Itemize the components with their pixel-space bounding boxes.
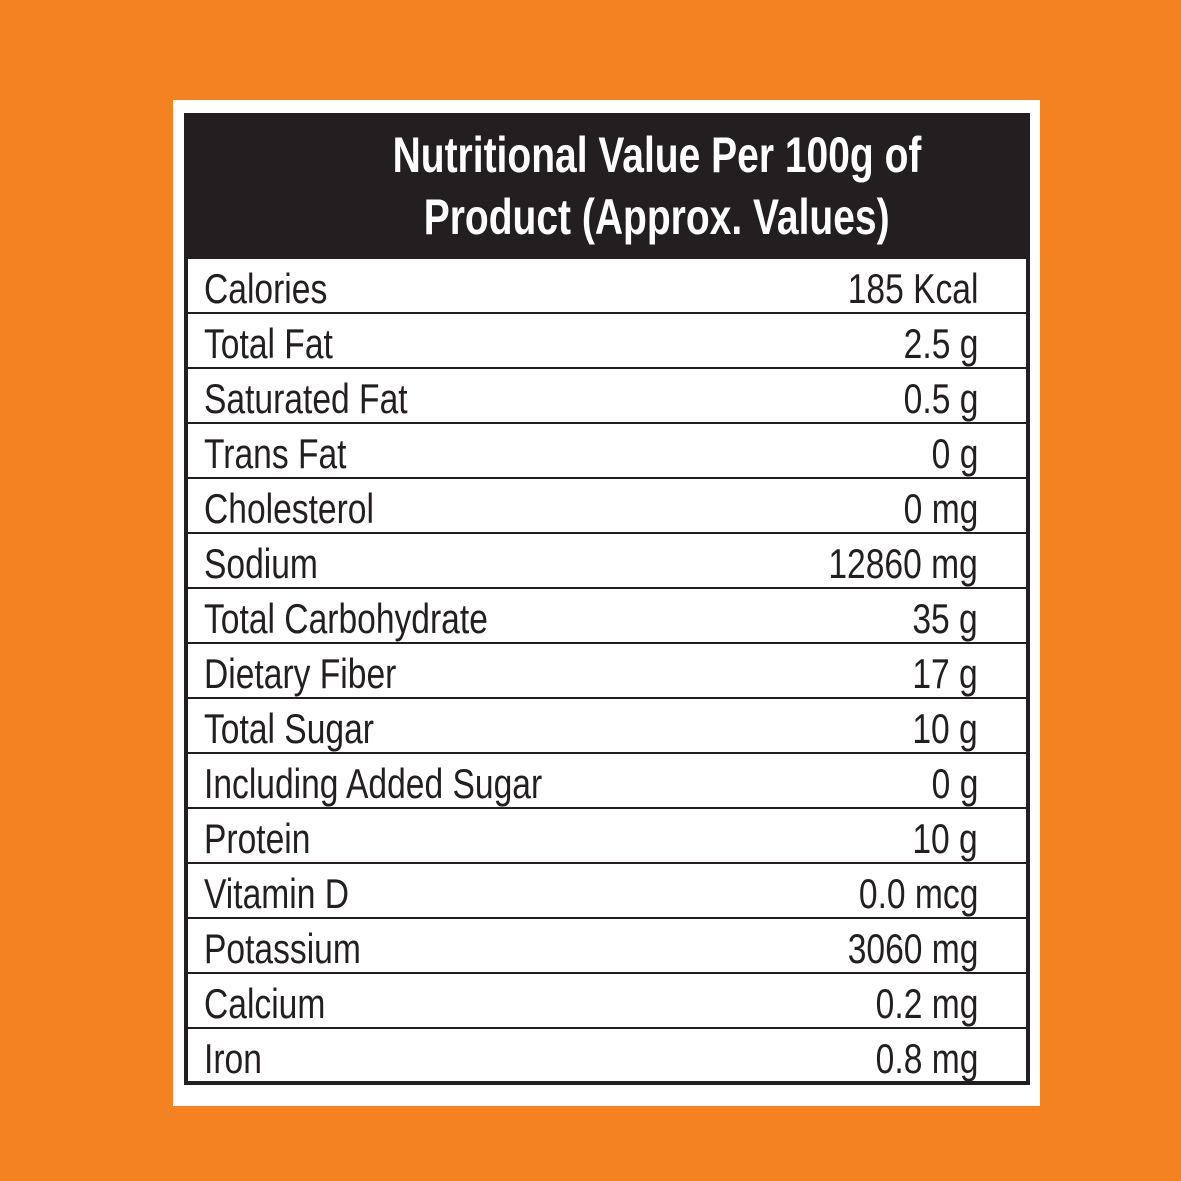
nutrient-value: 0.0 mcg	[858, 870, 978, 917]
table-row: Sodium 12860 mg	[188, 532, 1026, 587]
title-line-2: Product (Approx. Values)	[424, 189, 890, 245]
nutrient-value: 0.2 mg	[875, 980, 978, 1027]
table-row: Vitamin D 0.0 mcg	[188, 862, 1026, 917]
nutrient-value: 17 g	[912, 650, 978, 697]
table-row: Saturated Fat 0.5 g	[188, 367, 1026, 422]
table-row: Cholesterol 0 mg	[188, 477, 1026, 532]
nutrient-value: 35 g	[912, 595, 978, 642]
nutrient-label: Total Fat	[204, 320, 333, 367]
nutrient-label: Dietary Fiber	[204, 650, 397, 697]
nutrient-value: 10 g	[912, 815, 978, 862]
nutrient-label: Including Added Sugar	[204, 760, 543, 807]
nutrient-value: 0 g	[931, 430, 978, 477]
table-row: Iron 0.8 mg	[188, 1027, 1026, 1082]
nutrient-value: 3060 mg	[847, 925, 978, 972]
table-body: Calories 185 Kcal Total Fat 2.5 g Saturated …	[188, 259, 1026, 1082]
nutrient-value: 0.8 mg	[875, 1035, 978, 1082]
nutrient-value: 185 Kcal	[847, 265, 978, 312]
nutrient-label: Protein	[204, 815, 311, 862]
nutrient-value: 0 mg	[903, 485, 978, 532]
nutrient-label: Vitamin D	[204, 870, 350, 917]
table-row: Protein 10 g	[188, 807, 1026, 862]
table-row: Dietary Fiber 17 g	[188, 642, 1026, 697]
nutrient-value: 2.5 g	[903, 320, 978, 367]
nutrient-label: Potassium	[204, 925, 361, 972]
nutrient-label: Sodium	[204, 540, 318, 587]
nutrient-label: Total Carbohydrate	[204, 595, 488, 642]
table-row: Calories 185 Kcal	[188, 259, 1026, 312]
table-row: Total Sugar 10 g	[188, 697, 1026, 752]
nutrient-label: Iron	[204, 1035, 262, 1082]
table-header: Nutritional Value Per 100g of Product (A…	[188, 113, 1026, 259]
nutrition-table: Nutritional Value Per 100g of Product (A…	[184, 113, 1030, 1085]
nutrient-label: Trans Fat	[204, 430, 347, 477]
nutrient-value: 0.5 g	[903, 375, 978, 422]
table-row: Total Carbohydrate 35 g	[188, 587, 1026, 642]
nutrient-label: Total Sugar	[204, 705, 374, 752]
nutrient-label: Calories	[204, 265, 328, 312]
title-line-1: Nutritional Value Per 100g of	[392, 127, 922, 183]
table-row: Total Fat 2.5 g	[188, 312, 1026, 367]
table-row: Calcium 0.2 mg	[188, 972, 1026, 1027]
table-row: Trans Fat 0 g	[188, 422, 1026, 477]
nutrient-value: 12860 mg	[828, 540, 978, 587]
nutrient-label: Calcium	[204, 980, 326, 1027]
nutrient-label: Saturated Fat	[204, 375, 408, 422]
nutrient-label: Cholesterol	[204, 485, 374, 532]
table-row: Including Added Sugar 0 g	[188, 752, 1026, 807]
nutrient-value: 10 g	[912, 705, 978, 752]
table-row: Potassium 3060 mg	[188, 917, 1026, 972]
nutrient-value: 0 g	[931, 760, 978, 807]
